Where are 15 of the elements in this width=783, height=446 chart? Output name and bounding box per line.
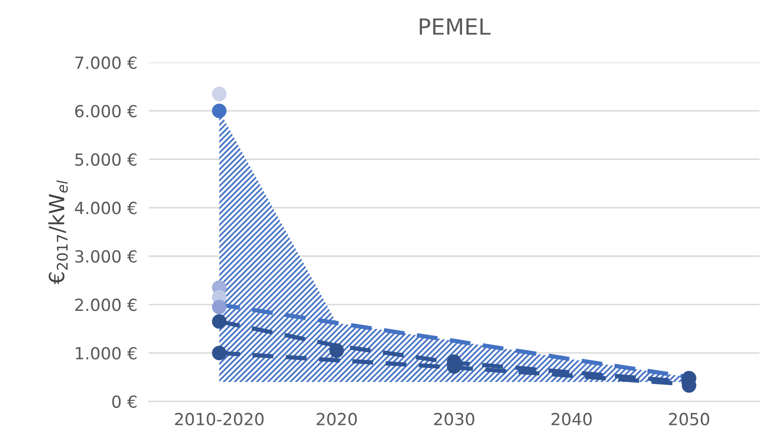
x-tick-label: 2040 <box>552 412 592 426</box>
chart-title: PEMEL <box>420 18 491 35</box>
y-tick-label: 1.000 € <box>76 346 137 360</box>
y-tick-label: 6.000 € <box>75 104 137 118</box>
y-axis-title: €$_{2017}$/kW$_{el}$ <box>48 180 68 284</box>
y-tick-label: 7.000 € <box>75 56 137 70</box>
x-tick-label: 2030 <box>434 412 474 426</box>
y-tick-label: 2.000 € <box>75 298 137 312</box>
y-tick-label: 4.000 € <box>74 202 137 214</box>
y-tick-label: 5.000 € <box>75 153 137 166</box>
x-tick-label: 2020 <box>316 412 357 426</box>
y-tick-label: 3.000 € <box>75 250 137 263</box>
y-tick-label: 0 € <box>112 395 137 408</box>
x-tick-label: 2010-2020 <box>175 412 264 426</box>
x-tick-label: 2050 <box>669 412 710 426</box>
